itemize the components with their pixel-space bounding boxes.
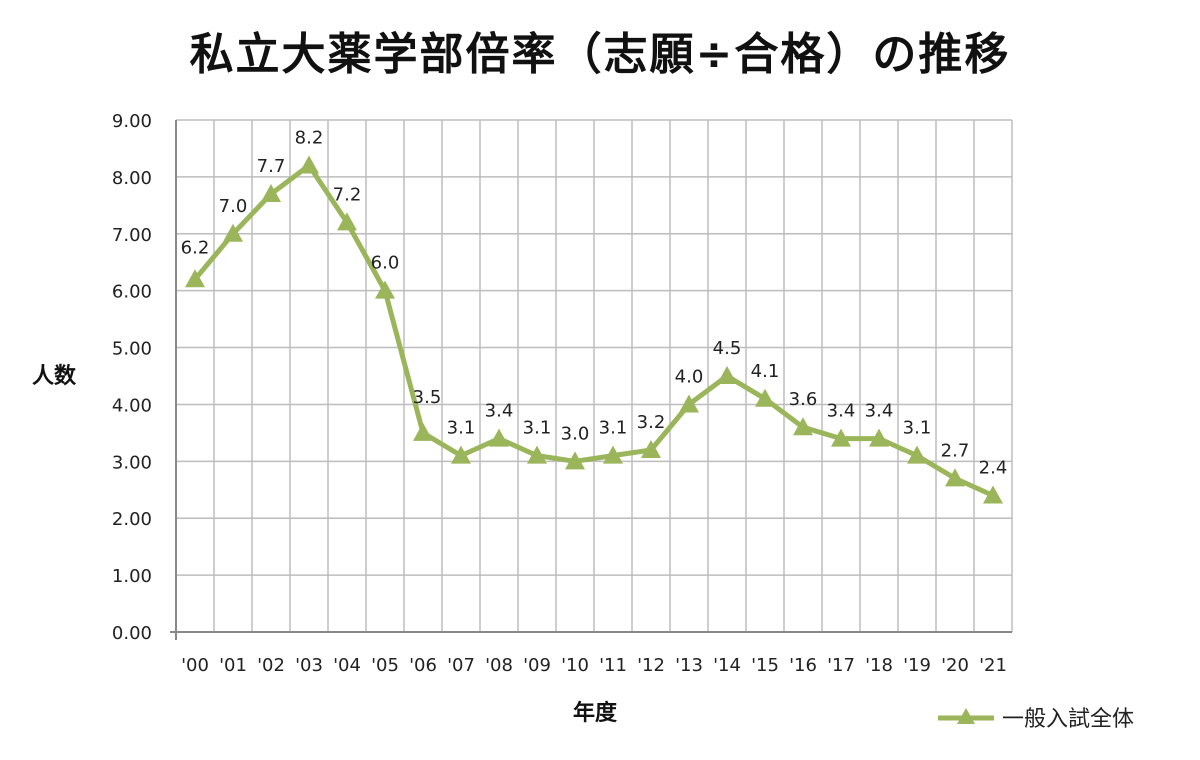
- data-point: [261, 183, 281, 202]
- data-point: [527, 445, 547, 464]
- data-label: 3.6: [789, 389, 818, 410]
- y-tick-labels: 0.00 1.00 2.00 3.00 4.00 5.00 6.00 7.00 8.00 9.00: [112, 111, 152, 644]
- data-label: 6.0: [371, 253, 400, 274]
- data-label: 2.7: [941, 440, 970, 461]
- data-point: [565, 451, 585, 470]
- data-point: [717, 366, 737, 384]
- data-label: 3.4: [827, 401, 856, 422]
- data-point: [831, 428, 851, 447]
- data-label: 3.1: [599, 418, 628, 439]
- data-label: 4.5: [713, 338, 742, 359]
- x-tick-label: '05: [371, 655, 399, 676]
- data-label: 3.4: [865, 401, 894, 422]
- y-tick-label: 2.00: [112, 509, 152, 530]
- x-tick-label: '21: [979, 655, 1007, 676]
- legend-label: 一般入試全体: [1002, 707, 1134, 732]
- x-tick-label: '12: [637, 655, 665, 676]
- y-axis-label: 人数: [32, 363, 77, 389]
- y-tick-label: 4.00: [112, 395, 152, 416]
- data-point: [907, 445, 927, 464]
- y-tick-label: 8.00: [112, 168, 152, 189]
- y-tick-label: 1.00: [112, 566, 152, 587]
- data-label: 7.2: [333, 184, 362, 205]
- y-tick-label: 0.00: [112, 623, 152, 644]
- chart-title: 私立大薬学部倍率（志願÷合格）の推移: [189, 29, 1011, 80]
- legend: 一般入試全体: [938, 707, 1134, 732]
- data-point: [945, 468, 965, 487]
- data-label: 4.1: [751, 361, 780, 382]
- y-tick-label: 5.00: [112, 339, 152, 360]
- x-tick-label: '19: [903, 655, 931, 676]
- x-tick-labels: '00 '01 '02 '03 '04 '05 '06 '07 '08 '09 '10 '11 '12 '…: [181, 655, 1007, 676]
- x-tick-label: '15: [751, 655, 779, 676]
- data-labels: 6.27.07.78.27.26.03.53.13.43.1 3.0 3.1 3.24…: [181, 128, 1008, 479]
- data-point: [869, 428, 889, 447]
- data-label: 3.5: [413, 387, 442, 408]
- legend-marker: [957, 708, 975, 724]
- data-label: 3.4: [485, 401, 514, 422]
- data-point: [337, 212, 357, 231]
- y-tick-label: 3.00: [112, 452, 152, 473]
- x-tick-label: '11: [599, 655, 627, 676]
- x-tick-label: '14: [713, 655, 741, 676]
- x-tick-label: '01: [219, 655, 247, 676]
- data-point: [983, 485, 1003, 504]
- data-label: 2.4: [979, 457, 1008, 478]
- x-tick-label: '17: [827, 655, 855, 676]
- gridlines: [175, 119, 1013, 633]
- series-line: [193, 163, 995, 498]
- data-point: [185, 269, 205, 288]
- axes: [170, 120, 1012, 640]
- x-tick-label: '16: [789, 655, 817, 676]
- data-point: [641, 439, 661, 458]
- x-tick-label: '02: [257, 655, 285, 676]
- data-point: [413, 422, 433, 441]
- y-tick-label: 9.00: [112, 111, 152, 132]
- x-tick-label: '13: [675, 655, 703, 676]
- x-tick-label: '06: [409, 655, 437, 676]
- data-label: 3.1: [447, 418, 476, 439]
- data-label: 3.2: [637, 412, 666, 433]
- data-point: [375, 280, 395, 299]
- data-point: [793, 417, 813, 436]
- data-point: [679, 394, 699, 413]
- x-tick-label: '20: [941, 655, 969, 676]
- data-label: 4.0: [675, 366, 704, 387]
- data-label: 3.1: [903, 418, 932, 439]
- x-tick-label: '09: [523, 655, 551, 676]
- series-markers: [185, 155, 1003, 504]
- x-tick-label: '08: [485, 655, 513, 676]
- data-point: [223, 223, 243, 242]
- x-tick-label: '00: [181, 655, 209, 676]
- data-point: [489, 428, 509, 447]
- x-axis-label: 年度: [573, 700, 618, 726]
- data-point: [299, 155, 319, 174]
- data-point: [451, 445, 471, 464]
- data-label: 8.2: [295, 128, 324, 149]
- data-label: 6.2: [181, 237, 210, 258]
- y-tick-label: 6.00: [112, 282, 152, 303]
- x-tick-label: '03: [295, 655, 323, 676]
- data-label: 3.0: [561, 423, 590, 444]
- x-tick-label: '07: [447, 655, 475, 676]
- data-label: 3.1: [523, 418, 552, 439]
- data-label: 7.0: [219, 196, 248, 217]
- data-point: [755, 388, 775, 407]
- x-tick-label: '04: [333, 655, 361, 676]
- data-point: [603, 445, 623, 464]
- data-label: 7.7: [257, 156, 286, 177]
- y-tick-label: 7.00: [112, 225, 152, 246]
- x-tick-label: '18: [865, 655, 893, 676]
- x-tick-label: '10: [561, 655, 589, 676]
